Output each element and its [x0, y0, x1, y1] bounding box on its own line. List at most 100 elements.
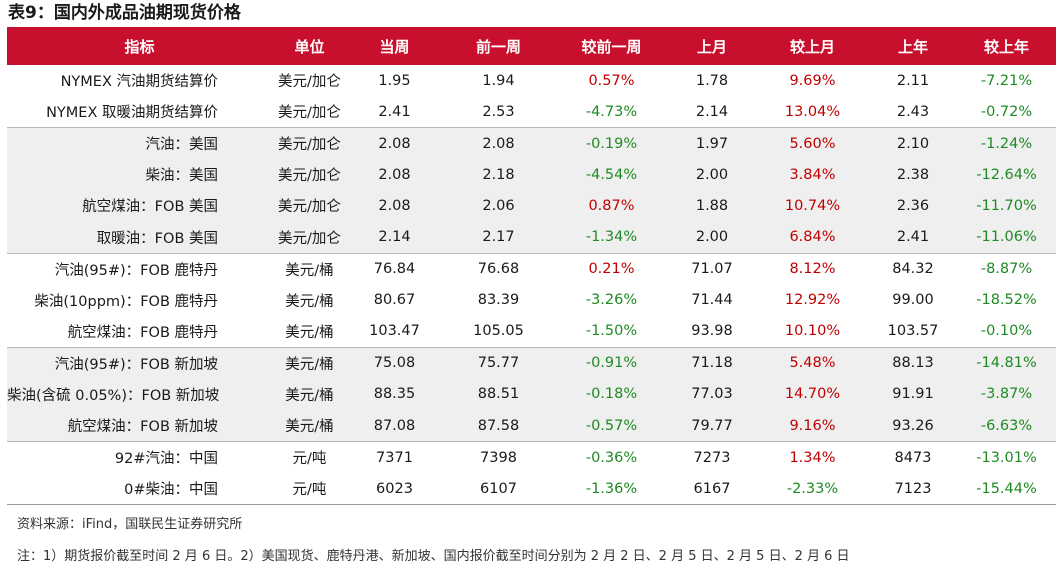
- cell-last-year: 2.41: [869, 221, 957, 254]
- cell-last-month: 71.18: [668, 346, 756, 379]
- cell-vs-previous-week: -4.54%: [555, 159, 668, 191]
- header-indicator: 指标: [7, 27, 272, 65]
- cell-vs-last-year: -7.21%: [980, 72, 1033, 89]
- cell-last-year: 88.13: [869, 346, 957, 379]
- cell-vs-last-month: 3.84%: [756, 159, 869, 191]
- cell-last-year: 8473: [869, 441, 957, 474]
- cell-last-month: 2.14: [695, 103, 729, 120]
- cell-unit: 元/吨: [272, 473, 347, 506]
- cell-vs-last-year: -11.70%: [957, 190, 1056, 222]
- cell-vs-last-year: -8.87%: [957, 252, 1056, 285]
- cell-vs-last-year: -15.44%: [957, 473, 1056, 506]
- cell-previous-week: 2.06: [442, 190, 555, 222]
- cell-current-week: 2.08: [347, 127, 442, 160]
- cell-unit: 美元/加仑: [278, 74, 341, 91]
- cell-unit: 美元/加仑: [272, 127, 347, 160]
- header-previous-week: 前一周: [442, 27, 555, 65]
- cell-vs-previous-week: -4.73%: [585, 103, 638, 120]
- cell-last-year: 91.91: [869, 378, 957, 411]
- header-vs-last-month: 较上月: [756, 27, 869, 65]
- table-row: 航空煤油：FOB 新加坡 美元/桶 87.08 87.58 -0.57% 79.77 9.1…: [7, 410, 1056, 442]
- cell-previous-week: 2.53: [482, 103, 515, 120]
- cell-vs-last-month: 5.60%: [756, 127, 869, 160]
- header-last-year: 上年: [869, 27, 957, 65]
- cell-indicator: 汽油：美国: [7, 127, 272, 160]
- cell-previous-week: 76.68: [442, 252, 555, 285]
- footnote: 注：1）期货报价截至时间 2 月 6 日。2）美国现货、鹿特丹港、新加坡、国内报…: [17, 549, 850, 564]
- cell-previous-week: 7398: [442, 441, 555, 474]
- cell-previous-week: 88.51: [442, 378, 555, 411]
- cell-previous-week: 2.18: [442, 159, 555, 191]
- cell-last-year: 7123: [869, 473, 957, 506]
- cell-vs-last-month: 10.74%: [756, 190, 869, 222]
- header-vs-previous-week: 较前一周: [555, 27, 668, 65]
- cell-indicator: NYMEX 取暖油期货结算价: [46, 105, 218, 122]
- cell-previous-week: 75.77: [442, 346, 555, 379]
- cell-last-month: 71.44: [691, 292, 733, 309]
- cell-vs-last-month: -2.33%: [756, 473, 869, 506]
- cell-vs-last-month: 10.10%: [784, 323, 841, 340]
- cell-vs-last-month: 12.92%: [784, 292, 841, 309]
- cell-unit: 美元/桶: [272, 410, 347, 442]
- cell-vs-previous-week: 0.87%: [555, 190, 668, 222]
- cell-vs-previous-week: -1.34%: [555, 221, 668, 254]
- header-unit: 单位: [272, 27, 347, 65]
- price-table: 指标 单位 当周 前一周 较前一周 上月 较上月 上年 较上年 NYMEX 汽油…: [7, 27, 1056, 506]
- cell-current-week: 2.41: [378, 103, 411, 120]
- cell-current-week: 80.67: [373, 292, 416, 309]
- table-row: 柴油(含硫 0.05%)：FOB 新加坡 美元/桶 88.35 88.51 -0.18%…: [7, 378, 1056, 411]
- cell-vs-last-year: -18.52%: [976, 292, 1037, 309]
- cell-indicator: 汽油(95#)：FOB 鹿特丹: [7, 252, 272, 285]
- cell-unit: 美元/桶: [285, 293, 334, 310]
- cell-last-month: 1.97: [668, 127, 756, 160]
- cell-last-month: 93.98: [691, 323, 733, 340]
- cell-last-year: 2.43: [896, 103, 930, 120]
- table-row: 航空煤油：FOB 鹿特丹 美元/桶 103.47 105.05 -1.50% 93.98 1…: [7, 316, 1056, 348]
- table-row: 汽油(95#)：FOB 鹿特丹 美元/桶 76.84 76.68 0.21% 71.07 8…: [7, 252, 1056, 285]
- cell-vs-last-month: 5.48%: [756, 346, 869, 379]
- cell-current-week: 103.47: [369, 323, 420, 340]
- cell-vs-previous-week: -3.26%: [585, 292, 638, 309]
- table-row: NYMEX 汽油期货结算价 美元/加仑 1.95 1.94 0.57% 1.78 9.69%…: [7, 65, 1056, 96]
- cell-vs-previous-week: -1.50%: [585, 323, 638, 340]
- cell-unit: 美元/加仑: [272, 159, 347, 191]
- cell-unit: 美元/加仑: [272, 221, 347, 254]
- cell-last-month: 1.88: [668, 190, 756, 222]
- table-row: 92#汽油：中国 元/吨 7371 7398 -0.36% 7273 1.34% 8473 -1…: [7, 441, 1056, 474]
- cell-vs-last-month: 8.12%: [756, 252, 869, 285]
- cell-last-month: 6167: [668, 473, 756, 506]
- cell-vs-last-year: -14.81%: [957, 346, 1056, 379]
- cell-current-week: 76.84: [347, 252, 442, 285]
- cell-unit: 美元/桶: [285, 324, 334, 341]
- cell-indicator: 航空煤油：FOB 美国: [7, 190, 272, 222]
- header-row: 指标 单位 当周 前一周 较前一周 上月 较上月 上年 较上年: [7, 27, 1056, 65]
- cell-last-year: 2.11: [896, 72, 930, 89]
- cell-indicator: 柴油(含硫 0.05%)：FOB 新加坡: [7, 378, 272, 411]
- cell-current-week: 2.08: [347, 159, 442, 191]
- cell-vs-previous-week: -0.19%: [555, 127, 668, 160]
- cell-last-month: 77.03: [668, 378, 756, 411]
- cell-current-week: 2.08: [347, 190, 442, 222]
- cell-current-week: 2.14: [347, 221, 442, 254]
- cell-previous-week: 105.05: [473, 323, 524, 340]
- table-row: 柴油(10ppm)：FOB 鹿特丹 美元/桶 80.67 83.39 -3.26% 71.…: [7, 285, 1056, 316]
- table-row: 取暖油：FOB 美国 美元/加仑 2.14 2.17 -1.34% 2.00 6.84% 2.…: [7, 221, 1056, 254]
- cell-vs-previous-week: 0.57%: [588, 72, 635, 89]
- cell-last-month: 1.78: [695, 72, 729, 89]
- cell-unit: 美元/桶: [272, 252, 347, 285]
- cell-unit: 美元/桶: [272, 346, 347, 379]
- cell-last-year: 84.32: [869, 252, 957, 285]
- cell-current-week: 7371: [347, 441, 442, 474]
- cell-current-week: 87.08: [347, 410, 442, 442]
- cell-current-week: 1.95: [378, 72, 411, 89]
- cell-last-year: 2.10: [869, 127, 957, 160]
- cell-vs-last-year: -3.87%: [957, 378, 1056, 411]
- cell-indicator: 航空煤油：FOB 新加坡: [7, 410, 272, 442]
- table-row: 0#柴油：中国 元/吨 6023 6107 -1.36% 6167 -2.33% 7123 -1…: [7, 473, 1056, 506]
- cell-vs-last-month: 9.69%: [789, 72, 836, 89]
- cell-indicator: 0#柴油：中国: [7, 473, 272, 506]
- cell-indicator: 航空煤油：FOB 鹿特丹: [67, 324, 218, 341]
- cell-indicator: 汽油(95#)：FOB 新加坡: [7, 346, 272, 379]
- cell-last-year: 103.57: [887, 323, 939, 340]
- cell-vs-last-month: 1.34%: [756, 441, 869, 474]
